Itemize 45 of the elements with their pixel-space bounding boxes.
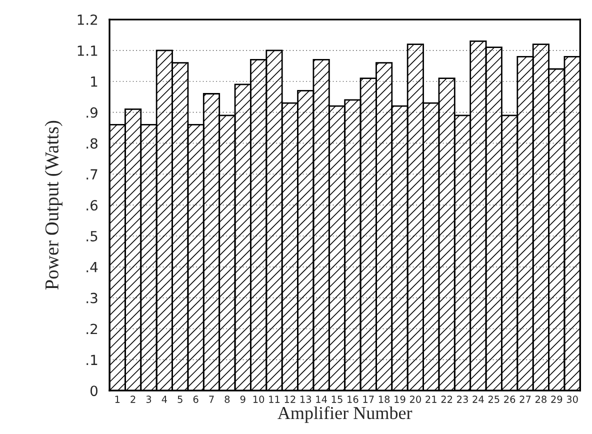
x-tick-label: 13 (300, 396, 312, 403)
x-tick-label: 21 (426, 396, 436, 403)
x-tick-label: 16 (348, 396, 358, 403)
x-tick-label: 17 (363, 396, 374, 403)
x-tick-label: 23 (457, 396, 468, 403)
x-tick-label: 24 (472, 396, 484, 403)
x-tick-label: 11 (269, 396, 280, 403)
x-tick-label: 29 (551, 396, 562, 403)
y-tick-label: .8 (86, 138, 98, 149)
x-tick-label: 18 (378, 396, 390, 403)
y-axis-title: Power Output (Watts) (44, 120, 62, 290)
x-tick-label: 14 (316, 396, 327, 403)
x-tick-label: 10 (253, 396, 264, 403)
y-tick-label: .6 (86, 200, 98, 211)
x-tick-label: 4 (162, 396, 167, 403)
x-tick-label: 6 (193, 396, 198, 403)
y-tick-label: .3 (86, 292, 98, 304)
y-tick-label: 1.2 (78, 14, 98, 25)
x-tick-label: 19 (394, 396, 406, 403)
x-tick-label: 30 (566, 396, 578, 403)
x-axis-title: Amplifier Number (278, 406, 412, 423)
x-tick-label: 26 (504, 396, 516, 403)
x-tick-label: 5 (178, 396, 182, 403)
x-tick-label: 20 (410, 396, 421, 403)
x-tick-label: 9 (240, 396, 246, 403)
x-tick-label: 12 (284, 396, 296, 403)
x-tick-label: 15 (332, 396, 342, 403)
y-tick-label: 1 (91, 76, 98, 87)
y-tick-label: .9 (86, 107, 98, 118)
y-tick-label: .7 (86, 169, 98, 180)
x-tick-label: 3 (146, 396, 152, 403)
x-tick-label: 25 (488, 396, 500, 403)
x-tick-label: 22 (441, 396, 452, 403)
x-tick-label: 27 (520, 396, 531, 403)
y-tick-label: .5 (86, 231, 98, 242)
y-tick-label: .2 (86, 324, 98, 334)
x-tick-label: 28 (535, 396, 546, 403)
x-tick-label: 8 (224, 396, 230, 403)
y-tick-label: .4 (86, 262, 98, 272)
x-tick-label: 7 (209, 396, 214, 403)
x-tick-label: 2 (130, 396, 136, 403)
y-tick-label: 0 (90, 386, 98, 396)
y-tick-label: 1.1 (78, 46, 98, 56)
x-tick-label: 1 (115, 396, 120, 403)
y-tick-label: .1 (86, 354, 98, 365)
